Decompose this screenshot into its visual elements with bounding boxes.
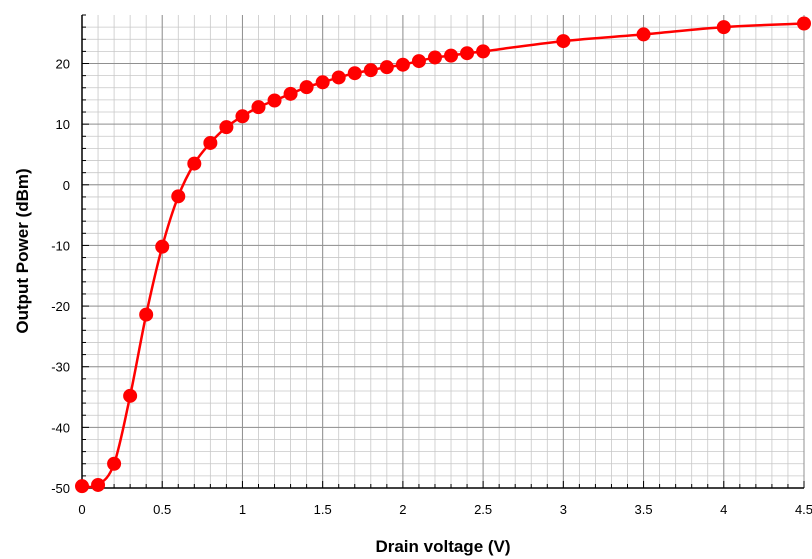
data-point xyxy=(716,20,731,35)
x-tick-labels: 0 0.5 1 1.5 2 2.5 3 3.5 4 4.5 xyxy=(78,502,812,517)
x-tick-label: 2 xyxy=(399,502,406,517)
y-tick-label: -40 xyxy=(51,420,70,435)
data-point xyxy=(123,388,138,403)
data-point xyxy=(363,63,378,78)
data-point xyxy=(315,75,330,90)
data-point xyxy=(331,70,346,85)
plot-background xyxy=(82,15,804,488)
data-point xyxy=(75,479,89,494)
data-point xyxy=(427,50,442,65)
data-point xyxy=(797,16,811,31)
data-point xyxy=(636,27,651,42)
y-tick-label: -10 xyxy=(51,238,70,253)
data-point xyxy=(251,100,266,115)
data-point xyxy=(556,34,571,49)
y-tick-label: 10 xyxy=(56,117,70,132)
x-tick-label: 0 xyxy=(78,502,85,517)
data-point xyxy=(219,120,234,135)
y-axis-title: Output Power (dBm) xyxy=(13,168,32,333)
data-point xyxy=(187,156,202,171)
x-tick-label: 3.5 xyxy=(635,502,653,517)
data-point xyxy=(460,46,475,61)
data-point xyxy=(444,48,459,63)
data-point xyxy=(476,44,491,59)
data-point xyxy=(395,57,410,72)
x-tick-label: 0.5 xyxy=(153,502,171,517)
data-point xyxy=(107,456,122,471)
data-point xyxy=(411,54,426,69)
y-tick-label: -50 xyxy=(51,481,70,496)
x-tick-label: 4.5 xyxy=(795,502,812,517)
y-tick-label: 20 xyxy=(56,57,70,72)
x-axis-title: Drain voltage (V) xyxy=(375,537,510,556)
data-point xyxy=(139,307,154,322)
y-tick-label: -30 xyxy=(51,360,70,375)
data-point xyxy=(171,189,186,204)
x-tick-label: 3 xyxy=(560,502,567,517)
y-tick-label: 0 xyxy=(63,178,70,193)
data-point xyxy=(235,109,250,124)
data-point xyxy=(155,239,170,254)
data-point xyxy=(347,66,362,81)
x-tick-label: 2.5 xyxy=(474,502,492,517)
data-point xyxy=(91,477,106,492)
x-tick-label: 4 xyxy=(720,502,727,517)
data-point xyxy=(299,80,314,95)
data-point xyxy=(379,60,394,75)
series-group xyxy=(75,16,811,494)
data-point xyxy=(267,93,282,108)
x-tick-label: 1 xyxy=(239,502,246,517)
y-tick-label: -20 xyxy=(51,299,70,314)
y-tick-labels: -50 -40 -30 -20 -10 0 10 20 xyxy=(51,57,70,496)
data-point xyxy=(283,86,298,101)
data-point xyxy=(203,135,218,150)
x-tick-label: 1.5 xyxy=(314,502,332,517)
